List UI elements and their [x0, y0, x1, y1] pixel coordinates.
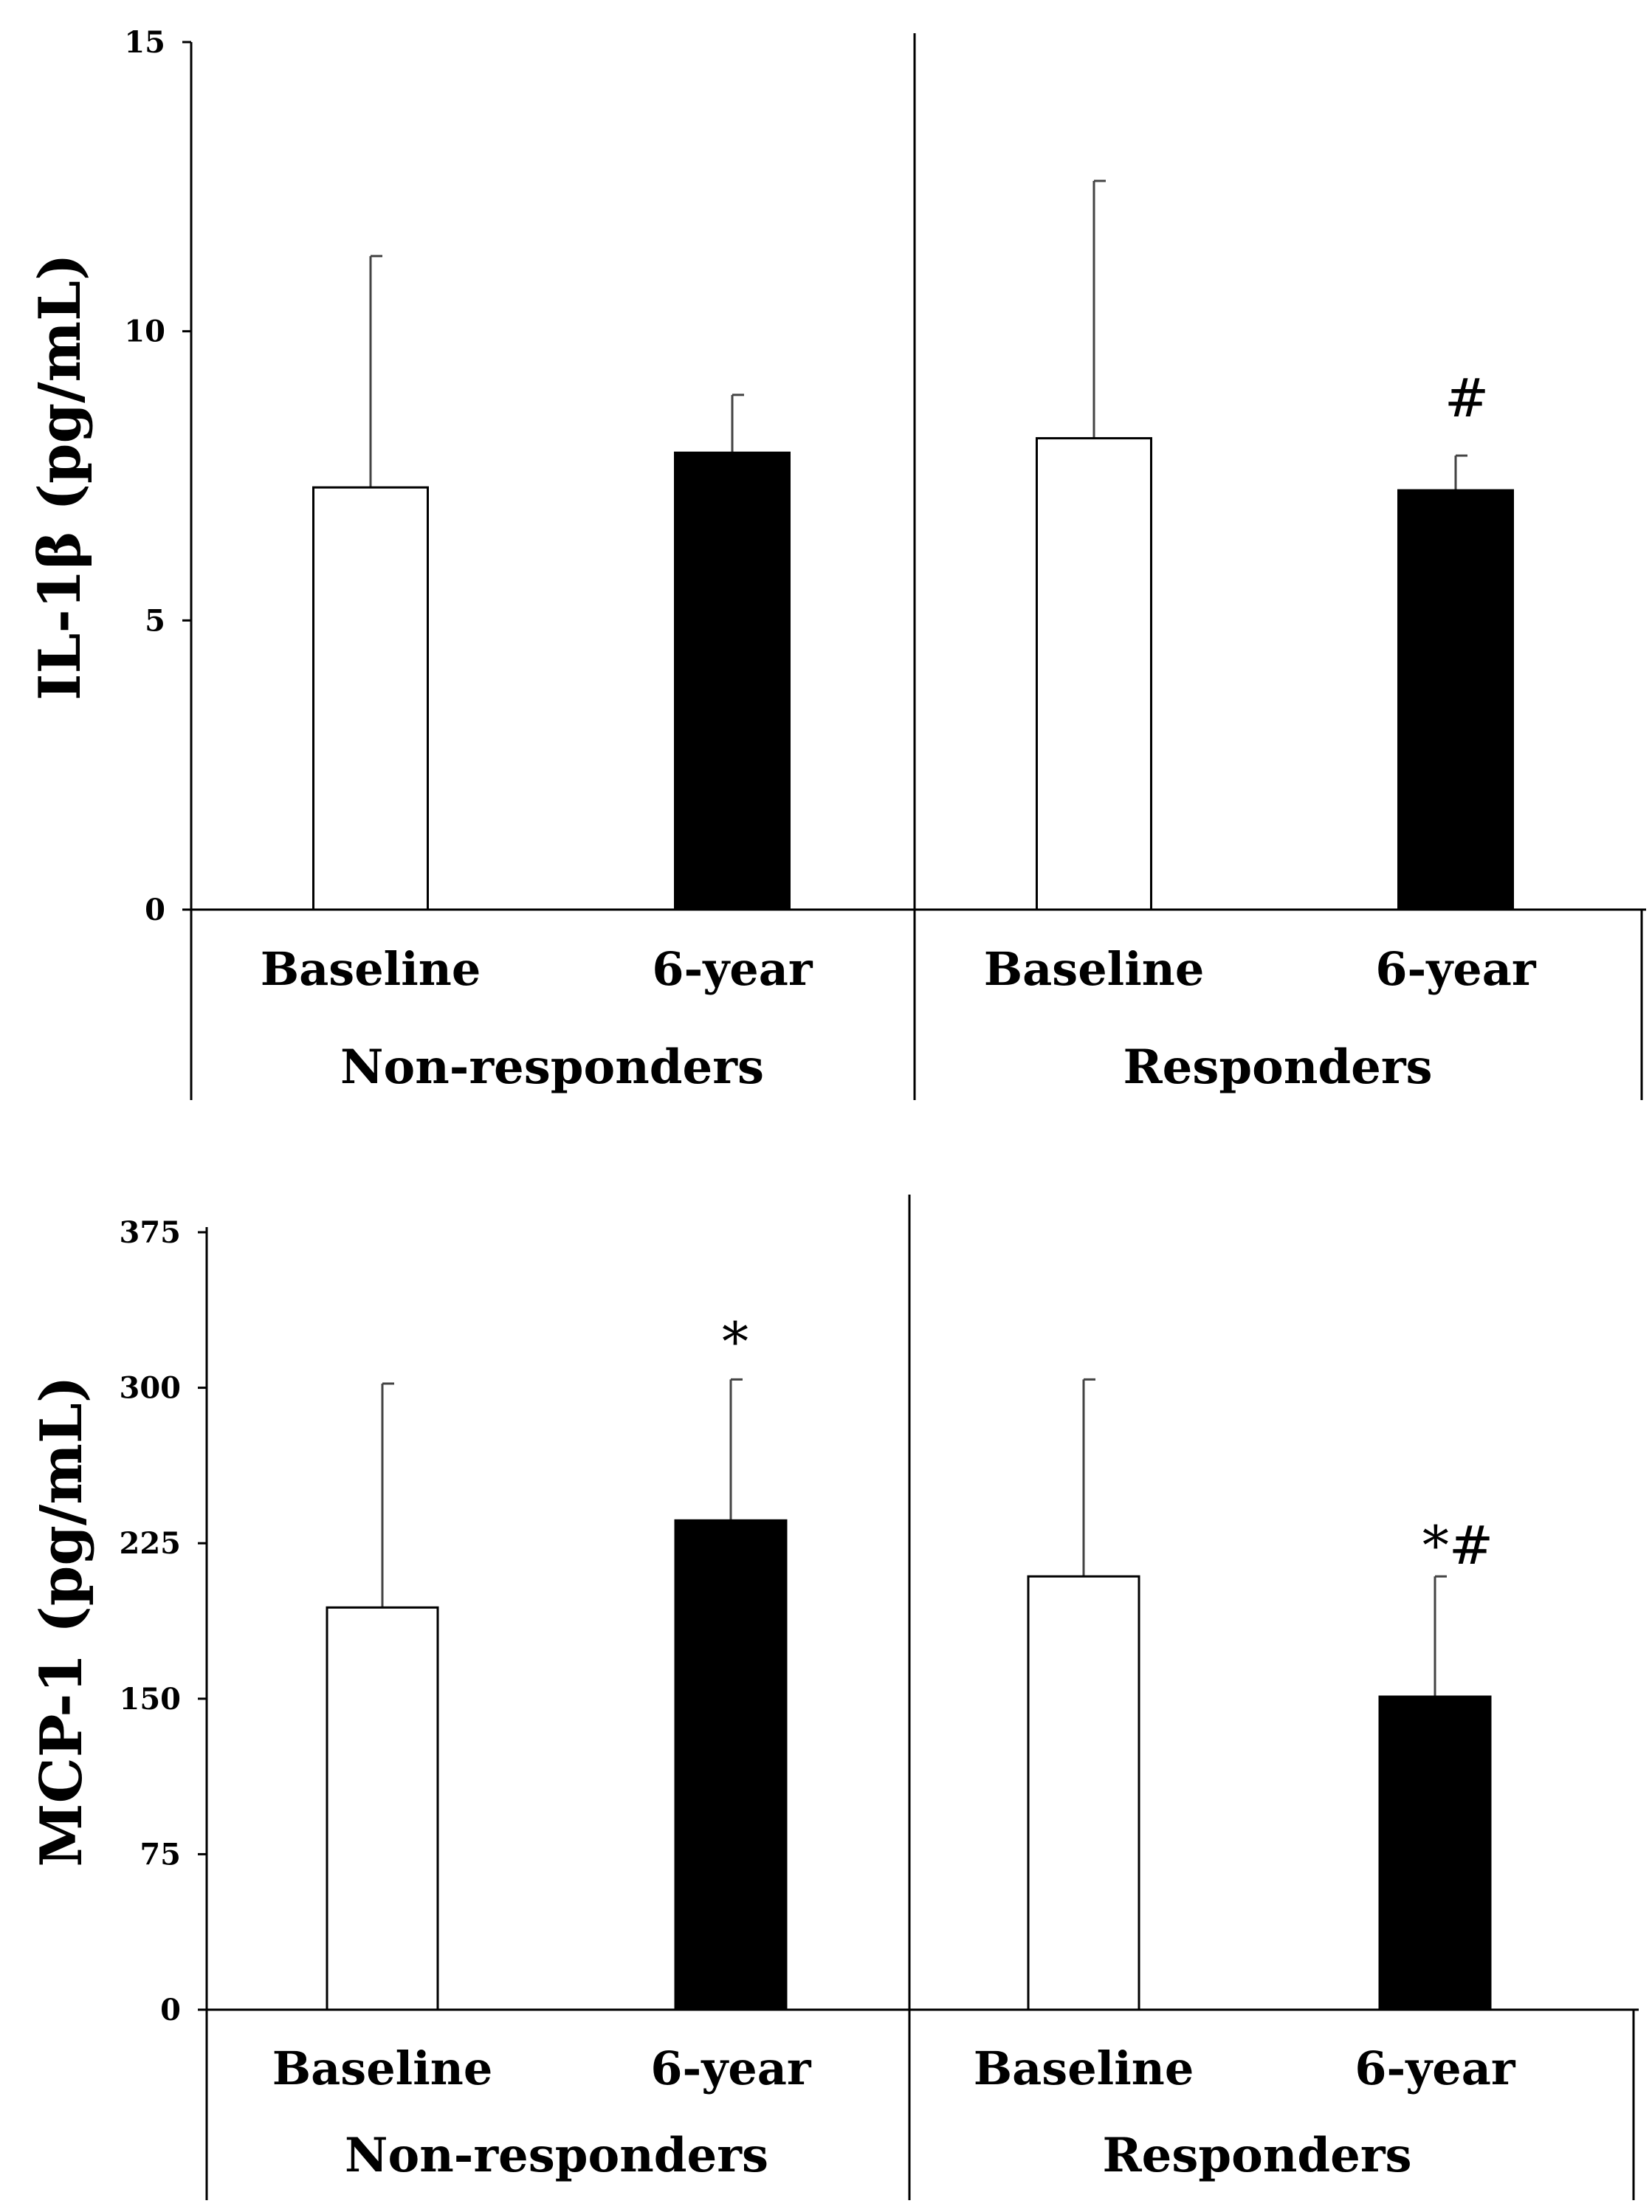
y-ticks: 0 75 150 225 300 375: [120, 1215, 207, 2027]
panel-il1b: 0 5 10 15 IL-1β (pg/mL) Baseline 6-year Bas…: [27, 25, 1646, 1100]
annotation: *#: [1422, 1514, 1493, 1576]
bars: [326, 1378, 1492, 2011]
y-tick-label: 0: [160, 1993, 181, 2027]
x-tick-label: Baseline: [974, 2041, 1194, 2095]
annotation: *: [722, 1311, 748, 1373]
x-tick-label: 6-year: [650, 2041, 812, 2095]
y-tick-label: 300: [120, 1371, 182, 1406]
x-tick-label: Baseline: [261, 942, 481, 996]
y-tick-label: 225: [120, 1526, 182, 1561]
y-tick-label: 150: [120, 1682, 182, 1717]
annotation: #: [1445, 367, 1489, 429]
group-label: Responders: [1123, 1040, 1432, 1095]
y-tick-label: 15: [124, 25, 165, 60]
group-label: Non-responders: [345, 2128, 768, 2183]
x-tick-label: 6-year: [1355, 2041, 1516, 2095]
x-tick-label: Baseline: [984, 942, 1205, 996]
y-axis-label: MCP-1 (pg/mL): [28, 1375, 95, 1866]
x-tick-label: 6-year: [1375, 942, 1537, 996]
y-ticks: 0 5 10 15: [124, 25, 191, 927]
y-tick-label: 75: [140, 1837, 181, 1872]
panel-mcp1: 0 75 150 225 300 375 MCP-1 (pg/mL) Baseline 6…: [28, 1195, 1639, 2200]
bars: [312, 179, 1514, 911]
y-tick-label: 10: [124, 315, 165, 349]
y-tick-label: 0: [145, 893, 165, 927]
bar: [1027, 1575, 1140, 2011]
bar: [1036, 437, 1152, 911]
bar: [1378, 1695, 1492, 2011]
bar: [1397, 489, 1514, 911]
x-tick-label: 6-year: [652, 942, 813, 996]
group-label: Responders: [1102, 2128, 1411, 2183]
y-tick-label: 375: [120, 1215, 182, 1250]
bar: [312, 486, 429, 911]
group-label: Non-responders: [340, 1040, 764, 1095]
bar: [674, 451, 791, 911]
y-tick-label: 5: [145, 603, 165, 638]
bar: [326, 1606, 439, 2011]
y-axis-label: IL-1β (pg/mL): [27, 253, 94, 701]
bar: [674, 1519, 788, 2011]
x-tick-label: Baseline: [272, 2041, 493, 2095]
